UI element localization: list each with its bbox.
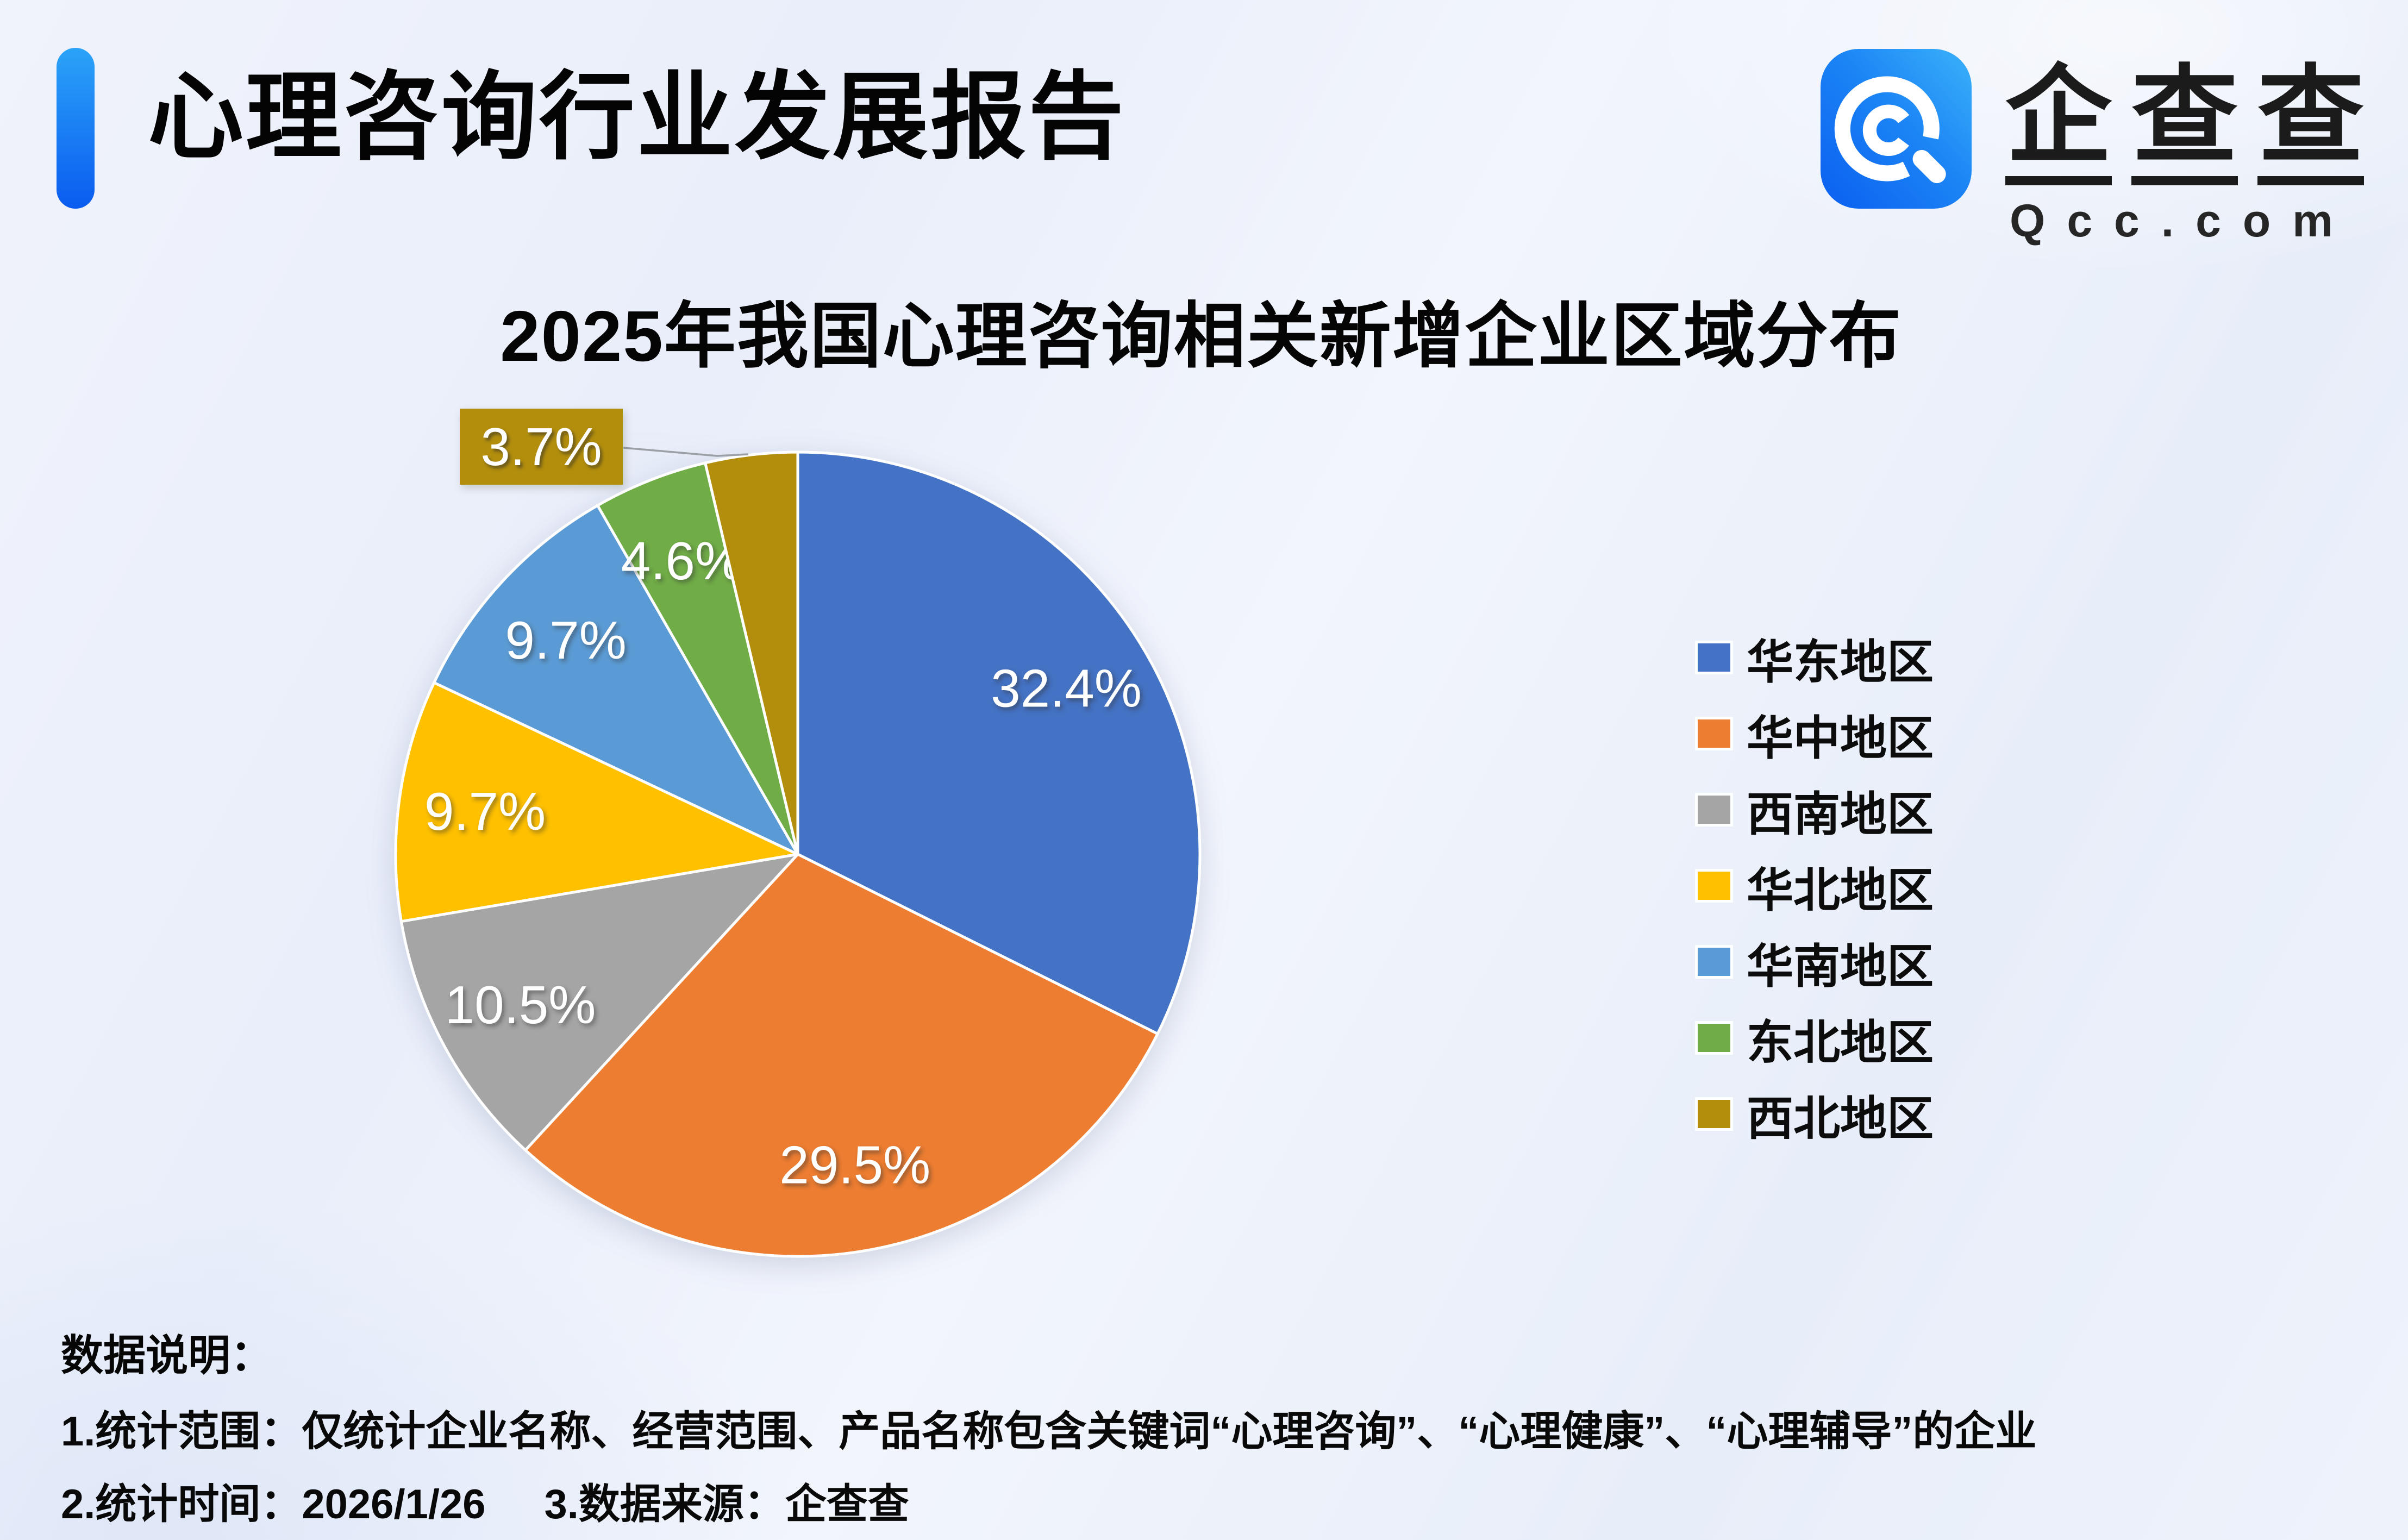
qcc-logo-icon — [1821, 49, 1972, 209]
pie-slice-东北地区 — [596, 461, 799, 856]
pie-data-label: 9.7% — [505, 610, 626, 670]
legend-item: 东北地区 — [1695, 1000, 1934, 1076]
legend-item: 西南地区 — [1695, 772, 1934, 848]
pie-slice-华中地区 — [524, 853, 1159, 1258]
legend-label: 华东地区 — [1747, 636, 1934, 688]
note-meta: 2.统计时间：2026/1/26 3.数据来源：企查查 — [61, 1470, 909, 1530]
legend-swatch — [1695, 717, 1733, 750]
pie-data-label: 29.5% — [779, 1135, 930, 1194]
legend-item: 华中地区 — [1695, 696, 1934, 772]
legend-label: 西北地区 — [1747, 1092, 1934, 1145]
pie-slice-华北地区 — [394, 681, 799, 923]
notes-title: 数据说明： — [61, 1331, 273, 1379]
qcc-magnifier-glyph — [1834, 76, 1946, 184]
legend-item: 华南地区 — [1695, 924, 1934, 1000]
brand-char: 查 — [2131, 63, 2238, 185]
legend-label: 华北地区 — [1747, 864, 1934, 917]
legend-swatch — [1695, 1097, 1733, 1131]
legend-swatch — [1695, 793, 1733, 827]
note-source: 3.数据来源：企查查 — [544, 1481, 909, 1528]
qcc-brand-name: 企查查 — [2005, 63, 2365, 185]
pie-data-label: 9.7% — [424, 781, 546, 841]
pie-slice-西南地区 — [399, 853, 799, 1152]
legend-swatch — [1695, 869, 1733, 903]
pie-slice-华南地区 — [433, 504, 799, 856]
legend-swatch — [1695, 1021, 1733, 1055]
legend-item: 华北地区 — [1695, 848, 1934, 924]
legend-swatch — [1695, 641, 1733, 674]
legend-label: 华南地区 — [1747, 940, 1934, 993]
pie-slice-西北地区 — [704, 450, 799, 856]
pie-data-label: 4.6% — [621, 531, 742, 591]
legend-item: 华东地区 — [1695, 619, 1934, 696]
pie-chart: 32.4% 29.5% 10.5% 9.7% 9.7% 4.6% — [394, 447, 1202, 1258]
legend-label: 西南地区 — [1747, 788, 1934, 841]
qcc-domain: Qcc.com — [2010, 195, 2355, 246]
callout-leader-line — [623, 447, 749, 457]
qcc-logo: 企查查 Qcc.com — [1821, 49, 2365, 246]
legend-label: 东北地区 — [1747, 1016, 1934, 1069]
note-scope: 1.统计范围：仅统计企业名称、经营范围、产品名称包含关键词“心理咨询”、“心理健… — [61, 1408, 2037, 1455]
note-time: 2.统计时间：2026/1/26 — [61, 1481, 486, 1528]
legend-item: 西北地区 — [1695, 1076, 1934, 1152]
chart-title: 2025年我国心理咨询相关新增企业区域分布 — [500, 296, 1902, 376]
chart-legend: 华东地区 华中地区 西南地区 华北地区 华南地区 东北地区 西北地区 — [1695, 619, 1934, 1152]
pie-data-label: 10.5% — [445, 975, 596, 1035]
page-title: 心理咨询行业发展报告 — [148, 64, 1127, 171]
title-accent-bar — [57, 48, 95, 209]
pie-slice-华东地区 — [796, 450, 1202, 1035]
brand-char: 企 — [2005, 63, 2112, 185]
pie-data-label: 32.4% — [991, 658, 1142, 718]
legend-swatch — [1695, 945, 1733, 979]
brand-char: 查 — [2257, 63, 2365, 185]
legend-label: 华中地区 — [1747, 712, 1934, 765]
pie-callout-label: 3.7% — [460, 409, 623, 485]
